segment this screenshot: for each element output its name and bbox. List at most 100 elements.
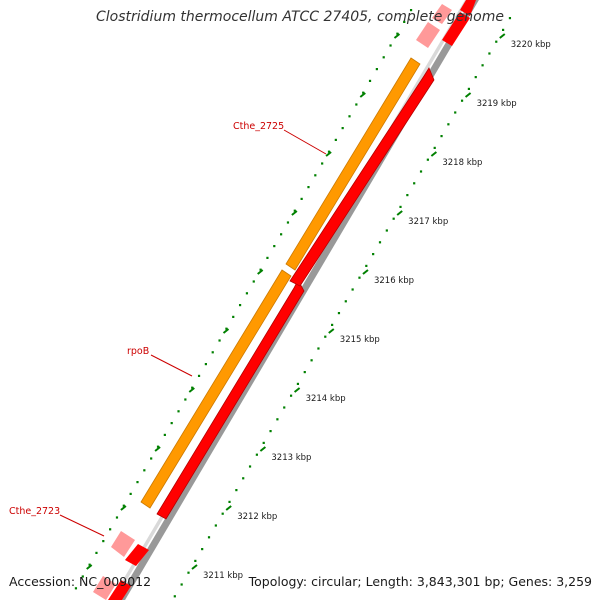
- inner-tick-dot: [273, 245, 276, 248]
- inner-major-tick-3: [188, 387, 195, 393]
- gene-reverse-bottom[interactable]: [125, 544, 149, 566]
- inner-tick-dot: [409, 9, 413, 12]
- inner-tick-dot: [170, 422, 173, 425]
- gene-reverse-bottom-2[interactable]: [108, 580, 131, 600]
- inner-tick-dot: [122, 504, 125, 507]
- tick-label-6: 3217 kbp: [408, 217, 448, 227]
- gene-label-leader-2: [59, 514, 105, 537]
- minor-tick-dot: [235, 489, 238, 492]
- inner-tick-dot: [327, 150, 331, 153]
- minor-tick-dot: [221, 512, 224, 515]
- major-tick-4: [328, 328, 335, 334]
- inner-tick-dot: [362, 91, 365, 94]
- minor-tick-dot: [447, 123, 450, 126]
- major-tick-0: [191, 564, 198, 570]
- gene-faded-bottom[interactable]: [93, 576, 116, 600]
- inner-tick-dot: [211, 351, 214, 354]
- topology-summary: Topology: circular; Length: 3,843,301 bp…: [248, 574, 592, 589]
- forward-strand-genes[interactable]: [93, 4, 452, 600]
- minor-tick-dot: [365, 264, 368, 267]
- inner-tick-dot: [259, 268, 262, 271]
- minor-tick-dot: [433, 146, 436, 149]
- inner-tick-dot: [348, 115, 351, 118]
- inner-tick-dot: [355, 103, 358, 106]
- inner-tick-dot: [81, 575, 84, 578]
- major-tick-7: [430, 151, 437, 157]
- gene-label-2[interactable]: Cthe_2723: [9, 506, 60, 517]
- inner-tick-dot: [293, 209, 296, 212]
- inner-tick-dot: [368, 79, 372, 82]
- minor-tick-dot: [242, 477, 245, 480]
- minor-tick-dot: [310, 359, 313, 362]
- gene-labels[interactable]: Cthe_2725 rpoB Cthe_2723: [9, 121, 327, 537]
- inner-tick-dot: [177, 410, 180, 413]
- major-tick-5: [362, 269, 369, 275]
- inner-major-tick-9: [393, 33, 401, 39]
- minor-tick-dot: [426, 158, 429, 161]
- inner-tick-dot: [382, 56, 385, 59]
- minor-tick-dot: [399, 205, 402, 208]
- inner-tick-dot: [389, 44, 392, 47]
- gene-label-1[interactable]: rpoB: [127, 346, 149, 357]
- minor-tick-dot: [406, 194, 409, 197]
- minor-tick-dot: [289, 394, 293, 397]
- minor-tick-dot: [413, 182, 416, 185]
- minor-tick-dot: [460, 99, 464, 102]
- inner-tick-dot: [197, 374, 201, 377]
- inner-major-tick-4: [222, 328, 230, 334]
- gene-reverse-top-2[interactable]: [460, 0, 476, 16]
- inner-tick-dot: [184, 398, 187, 401]
- inner-tick-dot: [238, 304, 242, 307]
- minor-tick-dot: [283, 406, 286, 409]
- inner-tick-dot: [204, 363, 207, 366]
- minor-tick-dot: [303, 371, 306, 374]
- tick-label-9: 3220 kbp: [511, 40, 551, 50]
- gene-reverse-2[interactable]: [156, 279, 305, 520]
- minor-tick-dot: [331, 323, 334, 326]
- minor-tick-dot: [467, 87, 471, 90]
- gene-reverse-1[interactable]: [289, 67, 435, 287]
- minor-tick-dot: [194, 559, 197, 562]
- major-tick-3: [293, 387, 301, 393]
- gene-label-0[interactable]: Cthe_2725: [233, 121, 284, 132]
- minor-tick-dot: [358, 276, 361, 279]
- inner-tick-dot: [245, 292, 249, 295]
- genome-title: Clostridium thermocellum ATCC 27405, com…: [96, 9, 504, 25]
- minor-tick-dot: [276, 418, 279, 421]
- tick-label-2: 3213 kbp: [271, 453, 311, 463]
- inner-tick-dot: [321, 162, 324, 165]
- inner-tick-dot: [375, 68, 378, 71]
- inner-tick-dot: [136, 481, 139, 484]
- inner-tick-dot: [150, 457, 153, 460]
- minor-tick-dot: [440, 135, 443, 138]
- minor-tick-dot: [454, 111, 457, 114]
- minor-tick-dot: [262, 441, 265, 444]
- reverse-strand-genes[interactable]: [108, 0, 476, 600]
- inner-tick-marks: [74, 9, 413, 590]
- minor-tick-dot: [201, 548, 204, 551]
- inner-tick-dot: [403, 20, 406, 23]
- minor-tick-dot: [324, 335, 327, 338]
- gene-reverse-top[interactable]: [442, 12, 470, 46]
- inner-tick-dot: [218, 339, 221, 342]
- gene-faded-top-2[interactable]: [432, 4, 452, 24]
- minor-tick-dot: [207, 536, 211, 539]
- tick-label-4: 3215 kbp: [340, 335, 380, 345]
- inner-tick-dot: [307, 186, 310, 189]
- gene-faded-top[interactable]: [416, 22, 440, 48]
- minor-tick-dot: [344, 300, 347, 303]
- minor-tick-dot: [269, 430, 272, 433]
- gene-label-leader-1: [150, 354, 193, 377]
- gene-cthe-2725[interactable]: [285, 57, 421, 271]
- tick-label-1: 3212 kbp: [237, 512, 277, 522]
- gene-cthe-2723[interactable]: [111, 531, 135, 557]
- accession-text: Accession: NC_009012: [9, 574, 152, 589]
- major-tick-8: [464, 92, 472, 98]
- inner-tick-dot: [115, 516, 119, 519]
- minor-tick-dot: [180, 583, 183, 586]
- inner-tick-dot: [74, 587, 78, 590]
- gene-rpob[interactable]: [140, 269, 292, 509]
- inner-tick-dot: [280, 233, 283, 236]
- minor-tick-dot: [228, 500, 231, 503]
